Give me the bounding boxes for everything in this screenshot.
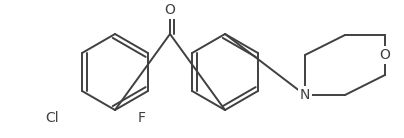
Text: O: O — [380, 48, 390, 62]
Text: F: F — [138, 111, 146, 125]
Text: N: N — [300, 88, 310, 102]
Text: O: O — [164, 3, 175, 17]
Text: Cl: Cl — [45, 111, 59, 125]
